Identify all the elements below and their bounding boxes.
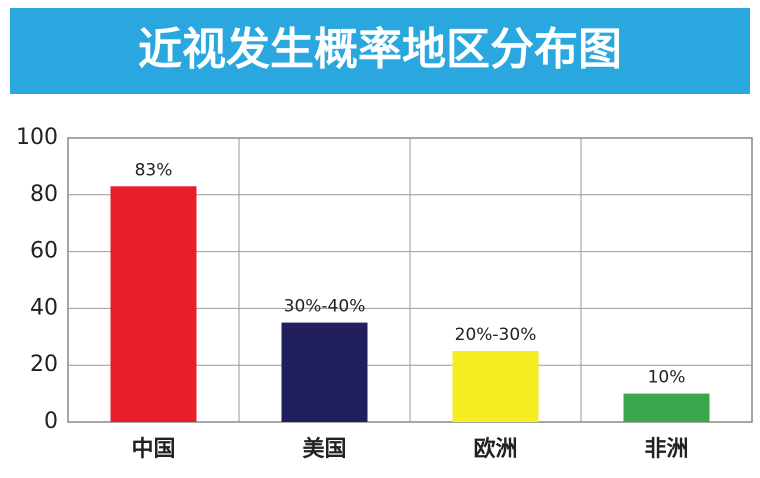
plot-frame bbox=[67, 137, 753, 423]
y-tick-label: 80 bbox=[30, 182, 58, 207]
title-banner bbox=[10, 8, 750, 94]
value-label: 20%-30% bbox=[455, 325, 537, 345]
x-tick-label: 欧洲 bbox=[473, 436, 517, 462]
chart-title: 近视发生概率地区分布图 bbox=[138, 24, 622, 75]
y-tick-label: 100 bbox=[16, 125, 58, 150]
bar bbox=[623, 393, 710, 422]
value-label: 30%-40% bbox=[284, 297, 366, 317]
y-tick-label: 20 bbox=[30, 352, 58, 377]
y-tick-label: 40 bbox=[30, 295, 58, 320]
bar bbox=[452, 351, 539, 422]
bar bbox=[110, 186, 197, 422]
x-tick-label: 中国 bbox=[131, 437, 175, 462]
y-tick-label: 60 bbox=[30, 239, 58, 264]
y-tick-label: 0 bbox=[44, 409, 58, 434]
value-label: 83% bbox=[135, 160, 173, 180]
x-tick-label: 美国 bbox=[302, 436, 346, 462]
x-tick-label: 非洲 bbox=[644, 437, 688, 462]
bar bbox=[281, 322, 368, 422]
value-label: 10% bbox=[648, 368, 686, 388]
